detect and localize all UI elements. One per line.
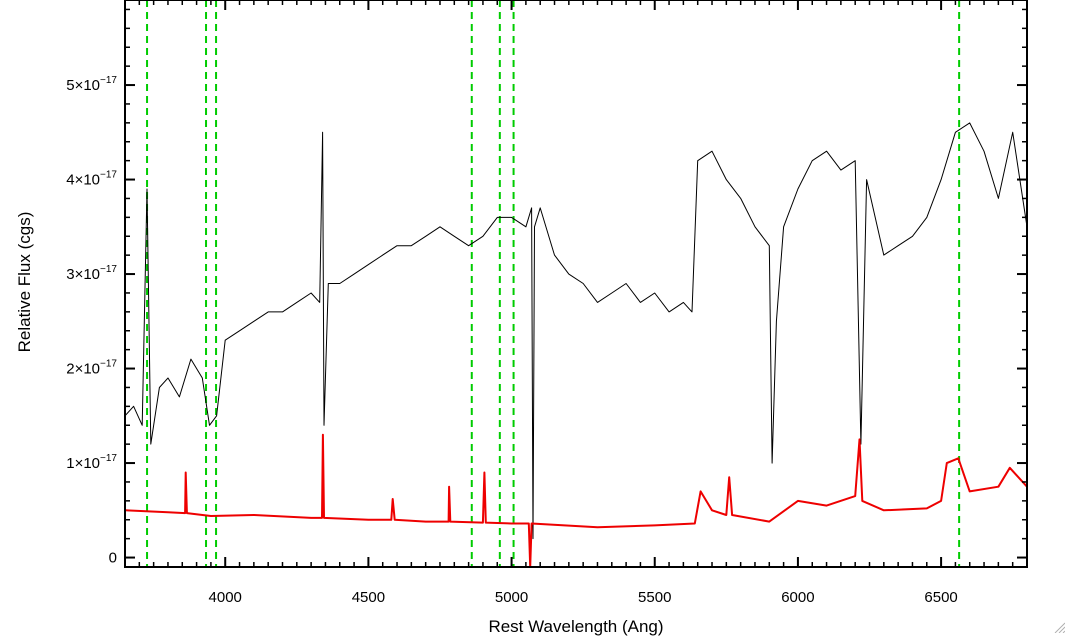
- y-tick-label: 1×10−17: [66, 453, 117, 472]
- series-layer: [124, 122, 1028, 568]
- x-tick-label: 4000: [209, 589, 242, 606]
- y-tick-label: 0: [109, 550, 117, 567]
- plot-frame: [124, 0, 1028, 568]
- x-tick-label: 6500: [924, 589, 957, 606]
- series-line: [124, 122, 1028, 540]
- x-tick-label: 4500: [352, 589, 385, 606]
- axes-layer: [124, 0, 1028, 568]
- x-tick-label: 5000: [495, 589, 528, 606]
- resize-grip-icon[interactable]: [1053, 621, 1065, 633]
- y-tick-label: 3×10−17: [66, 264, 117, 283]
- x-tick-label: 6000: [781, 589, 814, 606]
- y-tick-label: 5×10−17: [66, 75, 117, 94]
- y-tick-label: 2×10−17: [66, 359, 117, 378]
- y-axis-label: Relative Flux (cgs): [15, 212, 34, 353]
- x-axis-label: Rest Wavelength (Ang): [488, 617, 663, 636]
- ticks-layer: 4000 4500 5000 5500 6000 6500 0 1×10−17 2×10−17 3…: [66, 0, 1028, 606]
- x-tick-label: 5500: [638, 589, 671, 606]
- y-tick-label: 4×10−17: [66, 170, 117, 189]
- reference-lines: [146, 0, 961, 567]
- series-line: [124, 433, 1028, 568]
